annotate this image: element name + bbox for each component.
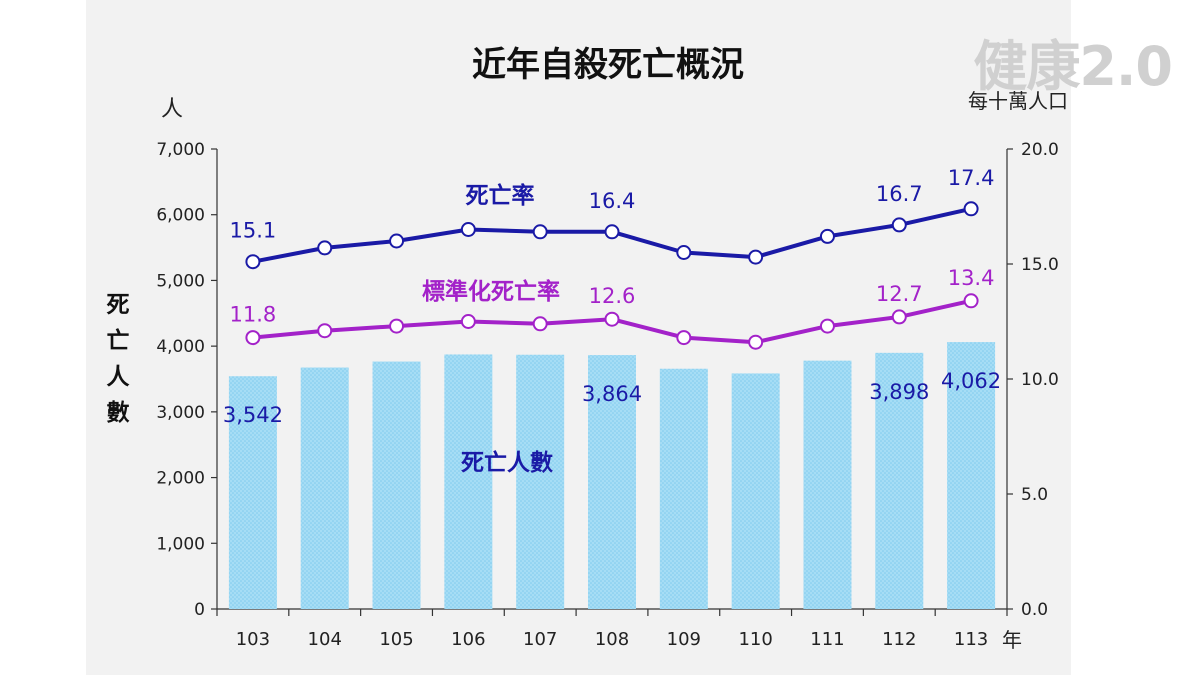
x-tick-label: 110: [738, 629, 772, 650]
series-point: [748, 249, 764, 265]
series-point: [389, 318, 405, 334]
line-data-label: 13.4: [948, 266, 995, 290]
x-tick-label: 106: [451, 629, 485, 650]
line-series-name: 死亡率: [466, 182, 535, 209]
left-tick-label: 0: [194, 600, 205, 620]
data-labels: 3,542 3,864 3,898 4,062 死亡人數 15.1 16.4 16.7 17.4…: [223, 166, 1001, 476]
right-tick-label: 5.0: [1021, 485, 1048, 505]
bar-data-label: 3,542: [223, 403, 283, 427]
left-tick-label: 3,000: [156, 403, 205, 423]
line-data-label: 16.7: [876, 182, 923, 206]
chart-title: 近年自殺死亡概況: [472, 45, 744, 85]
right-tick-label: 0.0: [1021, 600, 1048, 620]
line-data-label: 12.6: [589, 284, 636, 308]
series-point: [245, 254, 261, 270]
bar: [300, 367, 349, 609]
line-data-label: 16.4: [589, 189, 636, 213]
line-data-label: 17.4: [948, 166, 995, 190]
bar-data-label: 4,062: [941, 369, 1001, 393]
series-point: [604, 224, 620, 240]
x-tick-label: 107: [523, 629, 557, 650]
bar: [803, 360, 852, 609]
bar: [516, 354, 565, 609]
series-point: [676, 330, 692, 346]
bar-data-label: 3,898: [869, 380, 929, 404]
right-tick-label: 20.0: [1021, 140, 1059, 160]
x-tick-label: 109: [667, 629, 701, 650]
bar: [444, 354, 493, 609]
bar: [875, 352, 924, 609]
series-point: [532, 224, 548, 240]
bar: [588, 355, 636, 609]
bar: [659, 368, 708, 609]
x-tick-label: 103: [236, 629, 270, 650]
left-axis-unit: 人: [161, 97, 183, 122]
series-point: [245, 330, 261, 346]
series-point: [532, 316, 548, 332]
series-point: [604, 311, 620, 327]
series-point: [819, 318, 835, 334]
left-axis-title: 死亡人數: [107, 292, 131, 426]
series-point: [891, 309, 907, 325]
bar-series-name: 死亡人數: [461, 449, 553, 476]
x-tick-label: 105: [379, 629, 413, 650]
x-tick-label: 108: [595, 629, 629, 650]
watermark-logo: 健康2.0: [973, 35, 1173, 98]
x-tick-label: 111: [810, 629, 844, 650]
right-axis-unit: 每十萬人口: [968, 89, 1068, 113]
right-tick-label: 15.0: [1021, 255, 1059, 275]
bar: [947, 342, 996, 609]
bar: [228, 376, 277, 609]
x-tick-label: 104: [308, 629, 342, 650]
left-tick-label: 2,000: [156, 469, 205, 489]
left-tick-label: 7,000: [156, 140, 205, 160]
series-point: [317, 323, 333, 339]
x-tick-label: 113: [954, 629, 988, 650]
line-series: [245, 201, 979, 350]
bar-data-label: 3,864: [582, 382, 642, 406]
series-point: [748, 334, 764, 350]
series-point: [460, 314, 476, 329]
series-point: [676, 245, 692, 260]
left-tick-label: 1,000: [156, 534, 205, 554]
left-tick-label: 6,000: [156, 206, 205, 226]
line-series-name: 標準化死亡率: [422, 278, 560, 305]
series-point: [389, 233, 405, 249]
series-point: [819, 228, 835, 244]
bar-series: [228, 342, 996, 609]
series-point: [963, 201, 979, 217]
x-axis-unit: 年: [1002, 628, 1022, 652]
series-point: [963, 293, 979, 309]
series-point: [317, 240, 333, 256]
line-data-label: 12.7: [876, 282, 923, 306]
axes: 0 1,000 2,000 3,000 4,000 5,000 6,000 7,000 0.0 5…: [107, 89, 1069, 652]
series-point: [460, 222, 476, 237]
line-data-label: 15.1: [230, 219, 277, 243]
left-tick-label: 4,000: [156, 337, 205, 357]
right-tick-label: 10.0: [1021, 370, 1059, 390]
bar: [372, 361, 421, 609]
series-point: [891, 217, 907, 233]
line-data-label: 11.8: [230, 303, 277, 327]
left-tick-label: 5,000: [156, 271, 205, 291]
bar: [731, 373, 780, 609]
x-tick-label: 112: [882, 629, 916, 650]
